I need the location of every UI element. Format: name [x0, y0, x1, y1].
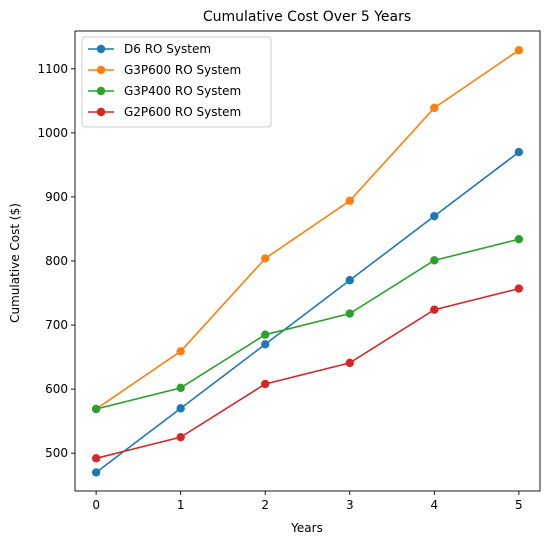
legend-marker — [96, 107, 106, 117]
y-tick-label: 600 — [45, 382, 68, 396]
y-tick-label: 900 — [45, 190, 68, 204]
data-point — [514, 284, 524, 293]
data-point — [176, 432, 185, 442]
x-tick-label: 5 — [515, 498, 523, 512]
data-point — [176, 404, 185, 413]
data-point — [345, 358, 354, 368]
data-point — [514, 46, 524, 55]
data-point — [91, 468, 101, 477]
y-tick-label: 800 — [45, 254, 68, 268]
data-point — [176, 347, 185, 356]
x-tick-label: 4 — [430, 498, 438, 512]
x-tick-label: 2 — [261, 498, 269, 512]
x-tick-label: 3 — [346, 498, 354, 512]
y-tick-label: 1000 — [37, 126, 68, 140]
series-line-3 — [95, 287, 520, 460]
data-point — [261, 379, 270, 389]
data-point — [91, 404, 101, 414]
data-point — [345, 196, 354, 205]
data-point — [430, 211, 439, 221]
legend-marker — [96, 86, 106, 96]
y-tick-label: 500 — [45, 446, 68, 460]
x-axis-label: Years — [290, 521, 323, 535]
legend-box — [81, 36, 272, 128]
data-point — [261, 254, 270, 263]
legend-label: G3P400 RO System — [124, 84, 241, 98]
series-line-2 — [95, 238, 520, 410]
data-point — [345, 276, 354, 285]
data-point — [430, 103, 439, 113]
data-point — [91, 454, 101, 463]
legend-label: G2P600 RO System — [124, 105, 241, 119]
data-point — [345, 309, 354, 318]
legend-marker — [96, 44, 106, 54]
axes: 0 1 2 3 4 5 500 600 700 800 900 1000 1100 — [37, 30, 541, 512]
y-tick-label: 700 — [45, 318, 68, 332]
data-point — [176, 383, 185, 393]
plot-area — [91, 46, 524, 477]
series-line-1 — [95, 49, 520, 410]
data-point — [514, 235, 524, 244]
legend: D6 RO System G3P600 RO System G3P400 RO Sy… — [81, 36, 272, 128]
data-point — [514, 147, 524, 157]
legend-marker — [96, 65, 106, 75]
data-point — [261, 330, 270, 339]
y-axis-label: Cumulative Cost ($) — [8, 203, 22, 323]
series-line-0 — [95, 151, 520, 474]
chart-title: Cumulative Cost Over 5 Years — [203, 9, 411, 25]
data-point — [430, 256, 439, 265]
legend-label: G3P600 RO System — [124, 63, 241, 77]
y-tick-label: 1100 — [37, 62, 68, 76]
x-tick-label: 1 — [177, 498, 185, 512]
legend-label: D6 RO System — [124, 42, 211, 56]
data-point — [430, 305, 439, 314]
x-tick-label: 0 — [92, 498, 100, 512]
data-point — [261, 340, 270, 349]
